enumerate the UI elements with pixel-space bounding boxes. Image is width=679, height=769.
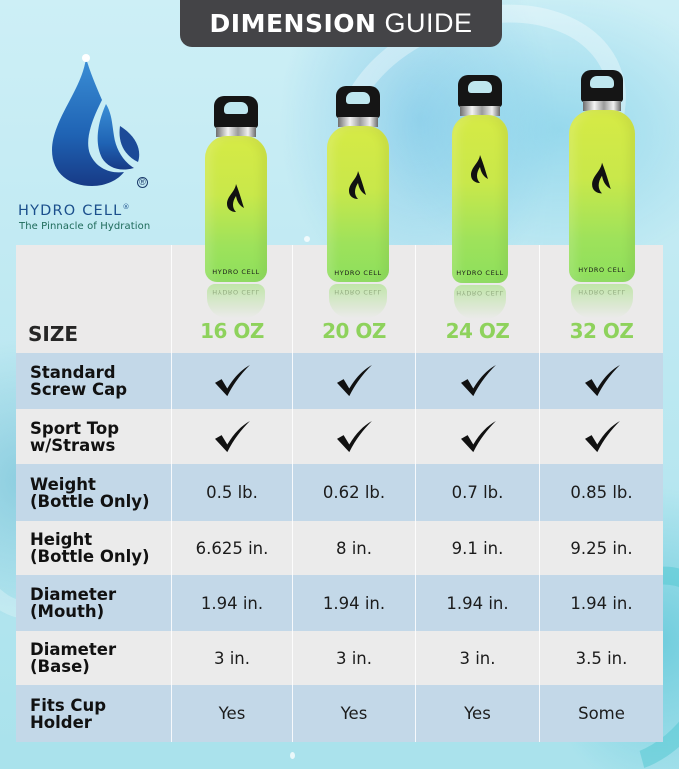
weight-24oz: 0.7 lb. <box>416 464 540 521</box>
drop-logo-icon <box>471 155 488 183</box>
bottle-body <box>327 126 389 282</box>
drop-logo-icon <box>227 184 244 212</box>
size-32oz: 32 OZ <box>540 245 663 353</box>
checkmark-icon <box>293 353 416 409</box>
size-24oz: 24 OZ <box>416 245 540 353</box>
bottle-brand-label: HYDRO CELL <box>212 268 260 276</box>
bottle-cap <box>581 70 623 102</box>
base-diameter-16oz: 3 in. <box>172 631 293 685</box>
row-label-diameter-mouth: Diameter (Mouth) <box>16 575 172 631</box>
height-16oz: 6.625 in. <box>172 521 293 575</box>
bottle-cap <box>458 75 502 107</box>
checkmark-icon <box>540 409 663 464</box>
bottle-body <box>205 136 267 282</box>
bottle-brand-label: HYDRO CELL <box>334 269 382 277</box>
cup-holder-24oz: Yes <box>416 685 540 742</box>
dimension-table: SIZE 16 OZ 20 OZ 24 OZ 32 OZ Standard Sc… <box>16 245 663 742</box>
registered-mark: ® <box>137 177 148 188</box>
row-label-fits-cup-holder: Fits Cup Holder <box>16 685 172 742</box>
bottle-20oz-image: HYDRO CELL HYDRO CELL <box>327 86 389 321</box>
mouth-diameter-32oz: 1.94 in. <box>540 575 663 631</box>
cup-holder-20oz: Yes <box>293 685 416 742</box>
checkmark-icon <box>540 353 663 409</box>
checkmark-icon <box>172 353 293 409</box>
cup-holder-32oz: Some <box>540 685 663 742</box>
mouth-diameter-24oz: 1.94 in. <box>416 575 540 631</box>
row-label-weight: Weight (Bottle Only) <box>16 464 172 521</box>
base-diameter-24oz: 3 in. <box>416 631 540 685</box>
size-header: SIZE <box>16 245 172 353</box>
row-label-diameter-base: Diameter (Base) <box>16 631 172 685</box>
water-bubble <box>304 236 310 242</box>
base-diameter-32oz: 3.5 in. <box>540 631 663 685</box>
mouth-diameter-20oz: 1.94 in. <box>293 575 416 631</box>
bottle-brand-label: HYDRO CELL <box>578 266 626 274</box>
bottle-cap <box>336 86 380 118</box>
bottle-32oz-image: HYDRO CELL HYDRO CELL <box>569 70 635 321</box>
bottle-brand-label: HYDRO CELL <box>456 269 504 277</box>
mouth-diameter-16oz: 1.94 in. <box>172 575 293 631</box>
drop-logo-icon <box>349 171 366 199</box>
bottle-body <box>452 115 508 283</box>
banner-title-light: GUIDE <box>384 8 473 38</box>
brand-tagline: The Pinnacle of Hydration <box>19 221 151 232</box>
weight-16oz: 0.5 lb. <box>172 464 293 521</box>
row-label-standard-screw-cap: Standard Screw Cap <box>16 353 172 409</box>
bottle-16oz-image: HYDRO CELL HYDRO CELL <box>205 96 267 321</box>
row-label-height: Height (Bottle Only) <box>16 521 172 575</box>
row-label-sport-top: Sport Top w/Straws <box>16 409 172 464</box>
brand-logo: ® HYDRO CELL® The Pinnacle of Hydration <box>14 50 174 235</box>
checkmark-icon <box>293 409 416 464</box>
checkmark-icon <box>172 409 293 464</box>
height-32oz: 9.25 in. <box>540 521 663 575</box>
drop-logo-icon <box>592 162 611 194</box>
bottle-cap <box>214 96 258 128</box>
bottle-24oz-image: HYDRO CELL HYDRO CELL <box>452 75 508 321</box>
cup-holder-16oz: Yes <box>172 685 293 742</box>
checkmark-icon <box>416 409 540 464</box>
banner-title-bold: DIMENSION <box>209 9 377 38</box>
height-20oz: 8 in. <box>293 521 416 575</box>
base-diameter-20oz: 3 in. <box>293 631 416 685</box>
bottle-body <box>569 110 635 282</box>
brand-name: HYDRO CELL® <box>18 203 130 219</box>
water-bubble <box>290 752 295 759</box>
water-drop-icon <box>52 54 140 186</box>
checkmark-icon <box>416 353 540 409</box>
height-24oz: 9.1 in. <box>416 521 540 575</box>
weight-32oz: 0.85 lb. <box>540 464 663 521</box>
dimension-guide-banner: DIMENSION GUIDE <box>180 0 502 47</box>
weight-20oz: 0.62 lb. <box>293 464 416 521</box>
